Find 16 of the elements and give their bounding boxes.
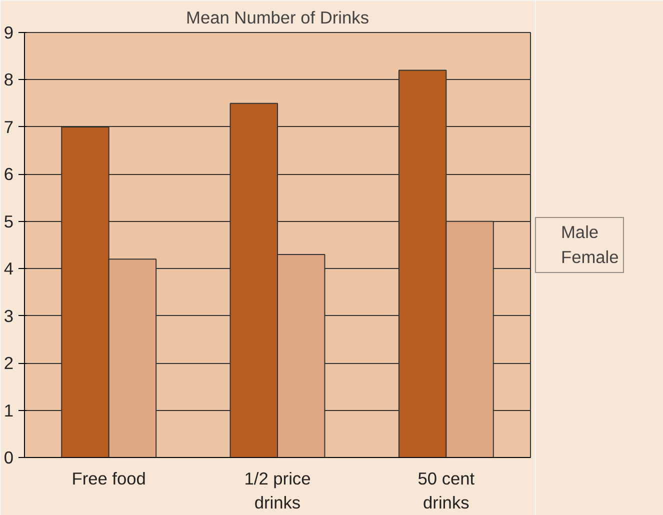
text: Female xyxy=(561,246,619,268)
y-tick-label: 4 xyxy=(4,258,14,279)
y-tick-label: 7 xyxy=(4,116,14,137)
y-tick-label: 6 xyxy=(4,164,14,184)
chart-title: Mean Number of Drinks xyxy=(186,8,370,28)
y-tick-label: 3 xyxy=(4,306,14,326)
y-tick-label: 0 xyxy=(4,448,14,468)
x-tick-label: 50 cent drinks xyxy=(418,468,475,512)
y-tick-label: 5 xyxy=(4,211,14,232)
y-tick-label: 2 xyxy=(4,353,14,374)
x-tick-label: Free food xyxy=(72,468,146,488)
y-tick-label: 9 xyxy=(4,22,14,42)
text: Male xyxy=(561,222,599,242)
x-tick-label: 1/2 price drinks xyxy=(244,468,311,512)
y-tick-label: 1 xyxy=(4,400,14,420)
y-tick-label: 8 xyxy=(4,70,14,90)
